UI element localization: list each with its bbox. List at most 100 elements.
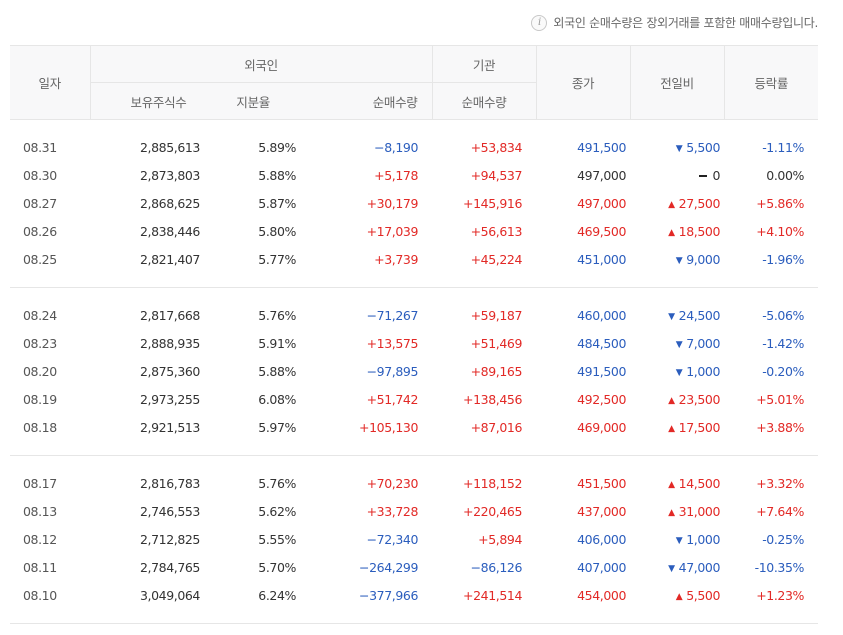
date-cell: 08.25 bbox=[23, 252, 57, 267]
arrow-up-icon: ▲ bbox=[675, 592, 683, 602]
rate-cell: -1.96% bbox=[762, 252, 805, 267]
inst-net-cell: −86,126 bbox=[470, 560, 523, 575]
header-foreign-net: 순매수량 bbox=[310, 82, 433, 120]
header-date: 일자 bbox=[10, 45, 90, 120]
table-row: 08.24 2,817,668 5.76% −71,267 +59,187 460,000… bbox=[10, 302, 818, 330]
date-cell: 08.10 bbox=[23, 588, 57, 603]
header-rate: 등락률 bbox=[724, 45, 819, 120]
spacer-cell bbox=[10, 120, 818, 134]
foreign-net-cell: −72,340 bbox=[366, 532, 419, 547]
table-row: 08.19 2,973,255 6.08% +51,742 +138,456 492,50… bbox=[10, 386, 818, 414]
diff-cell: 0 bbox=[630, 162, 724, 190]
date-cell: 08.18 bbox=[23, 420, 57, 435]
rate-cell: +4.10% bbox=[756, 224, 805, 239]
rate-cell: +3.88% bbox=[756, 420, 805, 435]
notice-text: 외국인 순매수량은 장외거래를 포함한 매매수량입니다. bbox=[553, 16, 818, 30]
holdings-cell: 2,712,825 bbox=[139, 532, 200, 547]
holdings-cell: 2,973,255 bbox=[139, 392, 200, 407]
ratio-cell: 5.97% bbox=[258, 420, 296, 435]
table-row: 08.31 2,885,613 5.89% −8,190 +53,834 491,500 ▼… bbox=[10, 134, 818, 162]
arrow-down-icon: ▼ bbox=[668, 312, 675, 322]
inst-net-cell: +94,537 bbox=[470, 168, 523, 183]
diff-value: 17,500 bbox=[678, 420, 721, 435]
inst-net-cell: +220,465 bbox=[463, 504, 523, 519]
date-cell: 08.17 bbox=[23, 476, 57, 491]
header-institution: 기관 bbox=[431, 45, 537, 83]
table-row: 08.11 2,784,765 5.70% −264,299 −86,126 407,00… bbox=[10, 554, 818, 582]
foreign-net-cell: +5,178 bbox=[374, 168, 419, 183]
foreign-net-cell: −377,966 bbox=[359, 588, 419, 603]
holdings-cell: 2,885,613 bbox=[139, 140, 200, 155]
inst-net-cell: +56,613 bbox=[470, 224, 523, 239]
diff-cell: ▼ 9,000 bbox=[630, 246, 724, 274]
foreign-net-cell: −264,299 bbox=[359, 560, 419, 575]
rate-cell: +5.86% bbox=[756, 196, 805, 211]
foreign-net-cell: +30,179 bbox=[366, 196, 419, 211]
ratio-cell: 6.08% bbox=[258, 392, 296, 407]
table-row: 08.13 2,746,553 5.62% +33,728 +220,465 437,00… bbox=[10, 498, 818, 526]
arrow-up-icon: ▲ bbox=[668, 200, 675, 210]
holdings-cell: 2,868,625 bbox=[139, 196, 200, 211]
date-cell: 08.24 bbox=[23, 308, 57, 323]
arrow-down-icon: ▼ bbox=[675, 536, 683, 546]
arrow-up-icon: ▲ bbox=[668, 480, 675, 490]
date-cell: 08.31 bbox=[23, 140, 57, 155]
diff-value: 1,000 bbox=[686, 364, 721, 379]
investor-trading-table: 일자 외국인 기관 종가 전일비 등락률 보유주식수 지분율 순매수량 순매수량… bbox=[10, 45, 819, 624]
date-cell: 08.20 bbox=[23, 364, 57, 379]
table-row: 08.30 2,873,803 5.88% +5,178 +94,537 497,000 0… bbox=[10, 162, 818, 190]
foreign-net-cell: +3,739 bbox=[374, 252, 419, 267]
info-icon[interactable]: i bbox=[531, 14, 548, 31]
date-cell: 08.11 bbox=[23, 560, 57, 575]
close-cell: 497,000 bbox=[577, 168, 627, 183]
table-row: 08.12 2,712,825 5.55% −72,340 +5,894 406,000 ▼… bbox=[10, 526, 818, 554]
diff-cell: ▼ 47,000 bbox=[630, 554, 724, 582]
diff-cell: ▼ 5,500 bbox=[630, 134, 724, 162]
ratio-cell: 6.24% bbox=[258, 588, 296, 603]
diff-value: 0 bbox=[712, 168, 721, 183]
rate-cell: -10.35% bbox=[754, 560, 805, 575]
diff-cell: ▲ 17,500 bbox=[630, 414, 724, 442]
spacer-cell bbox=[10, 609, 819, 624]
notice: i 외국인 순매수량은 장외거래를 포함한 매매수량입니다. bbox=[531, 14, 818, 31]
inst-net-cell: +89,165 bbox=[470, 364, 523, 379]
rate-cell: -5.06% bbox=[762, 308, 805, 323]
diff-value: 27,500 bbox=[678, 196, 721, 211]
holdings-cell: 2,816,783 bbox=[139, 476, 200, 491]
holdings-cell: 2,784,765 bbox=[139, 560, 200, 575]
group-spacer bbox=[10, 456, 818, 470]
table-row: 08.27 2,868,625 5.87% +30,179 +145,916 497,00… bbox=[10, 190, 818, 218]
ratio-cell: 5.62% bbox=[258, 504, 296, 519]
group-spacer bbox=[10, 120, 818, 134]
rate-cell: +1.23% bbox=[756, 588, 805, 603]
foreign-net-cell: +17,039 bbox=[366, 224, 419, 239]
ratio-cell: 5.88% bbox=[258, 168, 296, 183]
inst-net-cell: +145,916 bbox=[463, 196, 523, 211]
group-spacer bbox=[10, 288, 818, 302]
diff-value: 47,000 bbox=[678, 560, 721, 575]
inst-net-cell: +5,894 bbox=[478, 532, 523, 547]
close-cell: 484,500 bbox=[577, 336, 627, 351]
diff-value: 1,000 bbox=[686, 532, 721, 547]
diff-cell: ▼ 24,500 bbox=[630, 302, 724, 330]
inst-net-cell: +87,016 bbox=[470, 420, 523, 435]
close-cell: 454,000 bbox=[577, 588, 627, 603]
foreign-net-cell: −97,895 bbox=[366, 364, 419, 379]
arrow-up-icon: ▲ bbox=[668, 396, 675, 406]
diff-cell: ▲ 27,500 bbox=[630, 190, 724, 218]
table-row: 08.25 2,821,407 5.77% +3,739 +45,224 451,000 ▼… bbox=[10, 246, 818, 274]
foreign-net-cell: +13,575 bbox=[366, 336, 419, 351]
spacer-cell bbox=[10, 456, 818, 470]
inst-net-cell: +45,224 bbox=[470, 252, 523, 267]
foreign-net-cell: +33,728 bbox=[366, 504, 419, 519]
arrow-down-icon: ▼ bbox=[675, 340, 683, 350]
date-cell: 08.12 bbox=[23, 532, 57, 547]
table-body: 08.31 2,885,613 5.89% −8,190 +53,834 491,500 ▼… bbox=[10, 120, 819, 624]
holdings-cell: 2,873,803 bbox=[139, 168, 200, 183]
date-cell: 08.30 bbox=[23, 168, 57, 183]
ratio-cell: 5.87% bbox=[258, 196, 296, 211]
diff-cell: ▲ 18,500 bbox=[630, 218, 724, 246]
header-ratio: 지분율 bbox=[200, 82, 310, 120]
diff-value: 14,500 bbox=[678, 476, 721, 491]
close-cell: 451,000 bbox=[577, 252, 627, 267]
